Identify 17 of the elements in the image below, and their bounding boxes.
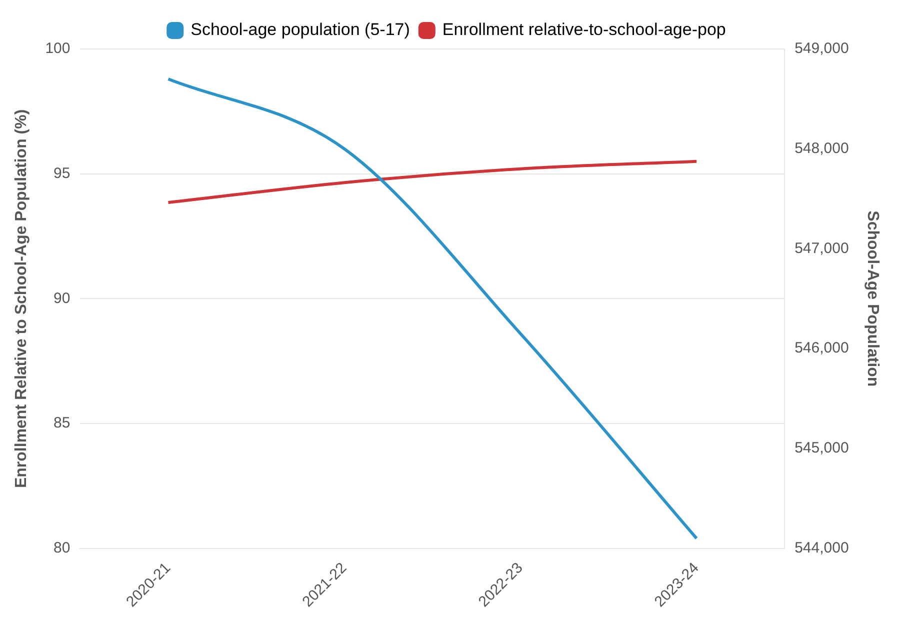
line-series	[166, 77, 698, 540]
y-tick-label: 85	[54, 414, 70, 432]
y-tick-label: 90	[54, 290, 70, 307]
line-series	[166, 160, 698, 204]
y2-tick-label: 544,000	[794, 539, 849, 556]
legend-label: School-age population (5-17)	[190, 20, 410, 40]
legend-label: Enrollment relative-to-school-age-pop	[442, 20, 726, 40]
y-tick-label: 95	[54, 164, 70, 182]
y2-tick-label: 548,000	[794, 140, 849, 158]
y-tick-label: 100	[45, 40, 70, 58]
y-tick-label: 80	[54, 539, 70, 556]
y2-axis-title: School-Age Population	[864, 210, 881, 387]
y2-tick-label: 547,000	[794, 240, 849, 257]
y-axis-title: Enrollment Relative to School-Age Population (%)	[13, 109, 30, 488]
y2-tick-label: 545,000	[794, 440, 849, 457]
y2-tick-label: 549,000	[794, 40, 849, 58]
y2-tick-label: 546,000	[794, 340, 849, 357]
